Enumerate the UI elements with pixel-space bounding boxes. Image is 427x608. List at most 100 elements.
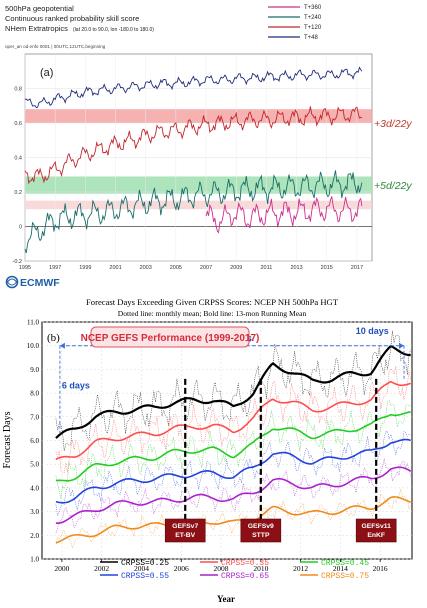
- series-monthly-crpss-075: [55, 488, 411, 549]
- panel-a-xtick-label: 2013: [290, 265, 302, 271]
- series-monthly-crpss-065: [55, 458, 411, 534]
- panel-b-ytick-label: 1.0: [30, 556, 39, 564]
- version-marker-label-2: EnKF: [367, 532, 385, 539]
- legend-label-tplus240: T+240: [304, 15, 322, 21]
- version-marker-box-1: [240, 518, 282, 543]
- banner-box: [90, 326, 250, 348]
- panel-a-ytick-label: 0: [19, 225, 22, 231]
- panel-b-version-markers: GEFSv7 ET-BV GEFSv9 STTP GEFSv11 EnKF: [164, 378, 397, 543]
- span-arrow-head-left: [59, 342, 65, 349]
- panel-b-ytick-label: 9.0: [30, 366, 39, 374]
- panel-a-xtick-label: 2011: [260, 265, 272, 271]
- panel-b-xtick-label: 2016: [373, 564, 388, 573]
- panel-a-xtick-label: 2015: [321, 265, 333, 271]
- version-marker-label-2: GEFSv11: [361, 523, 391, 530]
- series-running-mean-crpss-025: [55, 344, 411, 439]
- panel-a-grid: [24, 54, 372, 262]
- panel-a-subtitle: oper_an od enfo 0001 | 00UTC,12UTC,begin…: [5, 44, 106, 49]
- series-line-tplus360: [205, 196, 363, 234]
- panel-a-xtick-label: 2001: [109, 265, 121, 271]
- panel-b-xtick-label: 2010: [253, 564, 268, 573]
- panel-b-xtick-label: 2000: [54, 564, 69, 573]
- panel-a-ytick-label: -0.2: [13, 259, 22, 265]
- panel-b-xtick-label: 2008: [214, 564, 229, 573]
- panel-b-ylabel: Forecast Days: [2, 411, 13, 468]
- legend-label-crpss-045: CRPSS=0.45: [321, 559, 369, 568]
- panel-a-annotation-1: +5d/22y: [374, 180, 412, 192]
- series-line-tplus120: [24, 106, 363, 185]
- panel-b-xtick-label: 2002: [94, 564, 109, 573]
- panel-a-legend: T+360 T+240 T+120 T+48: [268, 5, 322, 41]
- panel-b-banner: NCEP GEFS Performance (1999-2017): [81, 326, 260, 348]
- legend-label-tplus120: T+120: [304, 25, 322, 31]
- panel-b-ytick-label: 10.0: [27, 342, 40, 350]
- version-marker-label-0: GEFSv7: [172, 523, 198, 530]
- panel-b-ytick-label: 4.0: [30, 484, 39, 492]
- panel-b-subtitle: Dotted line: monthly mean; Bold line: 13…: [118, 309, 307, 318]
- panel-b-ytick-label: 5.0: [30, 461, 39, 469]
- panel-a-band-0: [25, 109, 372, 123]
- panel-b-ytick-label: 11.0: [27, 319, 39, 327]
- panel-b-xtick-label: 2014: [333, 564, 348, 573]
- series-line-tplus240: [24, 170, 363, 254]
- version-marker-label-1: GEFSv9: [248, 523, 274, 530]
- panel-a-xtick-label: 1999: [79, 265, 91, 271]
- panel-b-ytick-label: 2.0: [30, 532, 39, 540]
- panel-b-xlabel: Year: [217, 594, 235, 604]
- series-running-mean-crpss-045: [55, 411, 411, 482]
- panel-a-xtick-label: 2009: [230, 265, 242, 271]
- panel-b-label: (b): [47, 332, 60, 344]
- panel-a-series: [24, 66, 363, 254]
- legend-label-crpss-075: CRPSS=0.75: [321, 572, 369, 581]
- legend-label-crpss-025: CRPSS=0.25: [121, 559, 169, 568]
- panel-a-band-2: [25, 200, 372, 210]
- panel-b-xtick-label: 2012: [293, 564, 308, 573]
- panel-a-ytick-label: 0.4: [14, 156, 22, 162]
- panel-b-legend: CRPSS=0.25 CRPSS=0.35 CRPSS=0.45 CRPSS=0.55…: [100, 559, 369, 581]
- panel-a-ytick-label: 0.6: [14, 121, 22, 127]
- legend-label-crpss-035: CRPSS=0.35: [221, 559, 269, 568]
- panel-a-xtick-label: 2005: [170, 265, 182, 271]
- panel-b-ytick-label: 3.0: [30, 508, 39, 516]
- panel-a-band-1: [25, 176, 372, 194]
- panel-a-axes: -0.2 0 0.2 0.4 0.6 0.8 1995 1997 1999 2001 2003 200…: [13, 87, 364, 272]
- series-monthly-crpss-045: [55, 399, 411, 500]
- series-running-mean-crpss-065: [55, 466, 412, 524]
- panel-a-ytick-label: 0.8: [14, 87, 22, 93]
- start-days-label: 6 days: [62, 380, 90, 390]
- version-marker-label-0: ET-BV: [175, 532, 195, 539]
- panel-a: 500hPa geopotential Continuous ranked pr…: [5, 4, 412, 289]
- panel-a-xtick-label: 1995: [19, 265, 31, 271]
- banner-text: NCEP GEFS Performance (1999-2017): [81, 333, 260, 344]
- version-marker-label-1: STTP: [252, 532, 270, 539]
- series-running-mean-crpss-035: [55, 380, 411, 461]
- panel-b-title: Forecast Days Exceeding Given CRPSS Scor…: [86, 297, 339, 307]
- series-running-mean-crpss-055: [55, 438, 411, 504]
- series-monthly-crpss-035: [55, 366, 411, 473]
- ecmwf-logo: ECMWF: [5, 275, 60, 289]
- panel-a-xtick-label: 2003: [140, 265, 152, 271]
- panel-a-xtick-label: 1997: [49, 265, 61, 271]
- series-line-tplus48: [24, 66, 363, 109]
- panel-b: Forecast Days Exceeding Given CRPSS Scor…: [2, 297, 413, 604]
- panel-b-axes: 1.0 2.0 3.0 4.0 5.0 6.0 7.0 8.0 9.0 10.0 11.0 2000 2…: [27, 319, 388, 574]
- panel-a-annotation-0: +3d/22y: [374, 118, 412, 130]
- version-marker-box-2: [355, 518, 397, 543]
- ecmwf-logo-swirl: [7, 278, 18, 286]
- panel-a-ytick-label: 0.2: [14, 190, 22, 196]
- ecmwf-brand: ECMWF: [20, 277, 60, 289]
- span-arrow-head-right: [399, 342, 405, 349]
- legend-label-crpss-065: CRPSS=0.65: [221, 572, 269, 581]
- legend-label-tplus48: T+48: [304, 35, 319, 41]
- panel-a-label: (a): [40, 67, 53, 79]
- panel-b-ytick-label: 6.0: [30, 437, 39, 445]
- panel-a-xtick-label: 2017: [351, 265, 363, 271]
- panel-b-xtick-label: 2004: [134, 564, 149, 573]
- version-marker-box-0: [164, 518, 206, 543]
- panel-a-xtick-label: 2007: [200, 265, 212, 271]
- panel-a-title-region-detail: (lat 20.0 to 90.0, lon -180.0 to 180.0): [73, 27, 154, 33]
- panel-b-ytick-label: 7.0: [30, 413, 39, 421]
- panel-a-title-line-3: NHem Extratropics (lat 20.0 to 90.0, lon…: [5, 24, 154, 33]
- legend-label-tplus360: T+360: [304, 5, 322, 11]
